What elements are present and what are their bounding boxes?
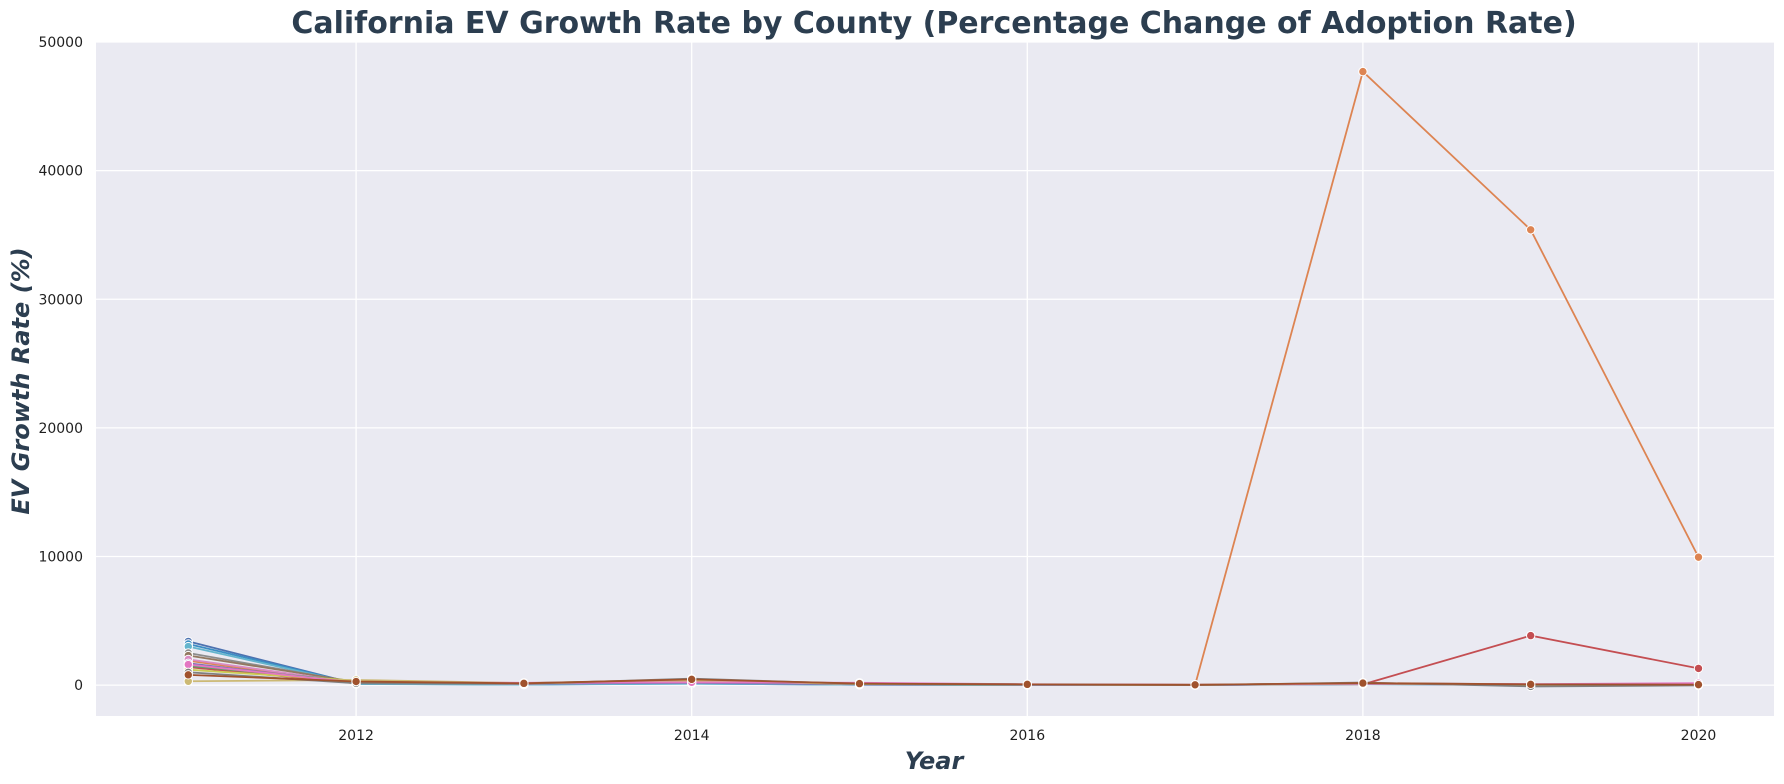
tick-labels: 2012 2014 2016 2018 2020 0 10000 20000 30000 4000… xyxy=(38,35,1716,744)
x-tick-label: 2012 xyxy=(338,728,374,744)
y-axis-label: EV Growth Rate (%) xyxy=(7,247,35,514)
data-point xyxy=(1525,225,1536,235)
data-point xyxy=(1022,679,1032,690)
data-point xyxy=(351,676,361,687)
x-tick-label: 2016 xyxy=(1009,728,1045,744)
series-lines xyxy=(183,66,1704,692)
data-point xyxy=(1525,679,1536,690)
chart-title: California EV Growth Rate by County (Per… xyxy=(291,6,1576,41)
y-tick-label: 50000 xyxy=(38,35,83,51)
data-point xyxy=(183,659,193,670)
y-tick-label: 30000 xyxy=(38,292,83,308)
x-tick-label: 2018 xyxy=(1345,728,1381,744)
data-point xyxy=(1358,678,1368,688)
data-point xyxy=(1693,552,1704,562)
y-tick-label: 20000 xyxy=(38,421,83,437)
data-point xyxy=(1190,680,1200,690)
x-axis-label: Year xyxy=(905,747,966,775)
y-tick-label: 40000 xyxy=(38,164,83,180)
data-point xyxy=(1693,679,1704,690)
series-line xyxy=(188,673,1699,686)
data-point xyxy=(1693,663,1704,674)
plot-area xyxy=(96,42,1774,716)
data-point xyxy=(1525,630,1536,641)
y-tick-label: 10000 xyxy=(38,550,83,566)
data-point xyxy=(686,674,697,685)
x-tick-label: 2020 xyxy=(1681,728,1717,744)
data-point xyxy=(519,678,529,689)
data-point xyxy=(183,670,193,680)
x-tick-label: 2014 xyxy=(674,728,710,744)
series-15 xyxy=(183,670,1704,690)
y-tick-label: 0 xyxy=(74,678,83,694)
data-point xyxy=(854,678,865,689)
data-point xyxy=(1358,66,1368,77)
